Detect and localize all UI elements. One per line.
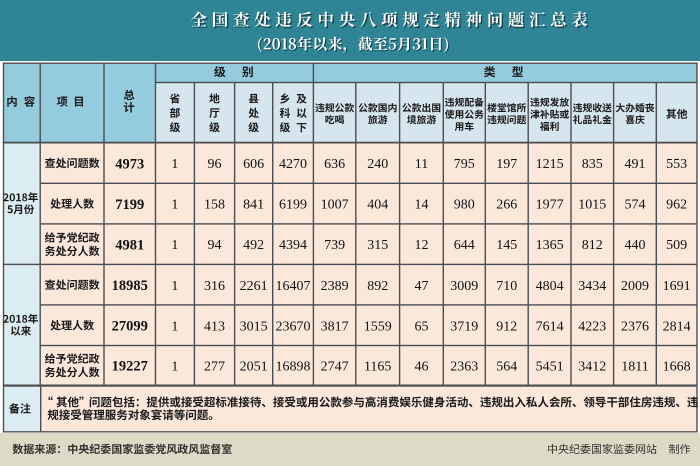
svg-text:18985: 18985: [112, 278, 148, 294]
svg-text:2747: 2747: [321, 359, 349, 374]
svg-text:1811: 1811: [621, 359, 648, 374]
svg-text:4394: 4394: [279, 238, 307, 253]
svg-text:404: 404: [367, 198, 388, 213]
svg-text:2363: 2363: [450, 359, 478, 374]
svg-text:197: 197: [496, 157, 517, 172]
svg-text:3817: 3817: [321, 319, 349, 334]
svg-text:7199: 7199: [115, 197, 144, 213]
svg-text:46: 46: [415, 359, 429, 374]
svg-text:4804: 4804: [536, 279, 564, 294]
svg-text:3434: 3434: [578, 279, 606, 294]
svg-text:7614: 7614: [536, 319, 564, 334]
svg-text:94: 94: [208, 238, 222, 253]
svg-text:96: 96: [208, 157, 222, 172]
svg-text:1165: 1165: [364, 359, 391, 374]
svg-text:5451: 5451: [536, 359, 564, 374]
svg-text:553: 553: [666, 157, 687, 172]
svg-text:835: 835: [582, 157, 603, 172]
svg-text:644: 644: [454, 238, 475, 253]
svg-text:47: 47: [415, 279, 429, 294]
svg-text:4223: 4223: [578, 319, 606, 334]
svg-text:316: 316: [204, 279, 225, 294]
svg-text:892: 892: [367, 279, 388, 294]
svg-text:1007: 1007: [321, 198, 349, 213]
svg-text:980: 980: [454, 198, 475, 213]
svg-text:4981: 4981: [115, 238, 144, 254]
svg-text:65: 65: [415, 319, 429, 334]
svg-text:3412: 3412: [578, 359, 606, 374]
svg-text:3719: 3719: [450, 319, 478, 334]
svg-text:23670: 23670: [276, 319, 311, 334]
svg-text:240: 240: [367, 157, 388, 172]
svg-text:413: 413: [204, 319, 225, 334]
svg-text:2009: 2009: [621, 279, 649, 294]
svg-text:509: 509: [666, 238, 687, 253]
svg-text:1691: 1691: [663, 279, 691, 294]
svg-text:636: 636: [324, 157, 345, 172]
svg-text:739: 739: [324, 238, 345, 253]
svg-text:1668: 1668: [663, 359, 691, 374]
svg-text:606: 606: [243, 157, 264, 172]
svg-text:315: 315: [367, 238, 388, 253]
svg-text:1: 1: [171, 279, 178, 294]
svg-text:145: 145: [496, 238, 517, 253]
svg-text:710: 710: [496, 279, 517, 294]
svg-text:491: 491: [625, 157, 646, 172]
svg-text:1: 1: [171, 319, 178, 334]
svg-text:12: 12: [415, 238, 429, 253]
svg-text:27099: 27099: [112, 319, 148, 335]
svg-text:795: 795: [454, 157, 475, 172]
svg-text:2261: 2261: [240, 279, 268, 294]
svg-text:1: 1: [171, 359, 178, 374]
svg-text:14: 14: [415, 198, 429, 213]
svg-text:1: 1: [171, 157, 178, 172]
svg-text:1365: 1365: [536, 238, 564, 253]
svg-text:1: 1: [171, 238, 178, 253]
svg-text:6199: 6199: [279, 198, 307, 213]
svg-text:4973: 4973: [115, 156, 144, 172]
svg-text:266: 266: [496, 198, 517, 213]
svg-text:4270: 4270: [279, 157, 307, 172]
svg-text:1559: 1559: [364, 319, 392, 334]
svg-text:2389: 2389: [321, 279, 349, 294]
svg-text:3009: 3009: [450, 279, 478, 294]
svg-text:1015: 1015: [578, 198, 606, 213]
svg-text:492: 492: [243, 238, 264, 253]
svg-text:841: 841: [243, 198, 264, 213]
svg-text:3015: 3015: [240, 319, 268, 334]
svg-text:16407: 16407: [276, 279, 311, 294]
svg-text:277: 277: [204, 359, 225, 374]
svg-text:564: 564: [496, 359, 517, 374]
svg-text:962: 962: [666, 198, 687, 213]
svg-text:912: 912: [496, 319, 517, 334]
svg-text:16898: 16898: [276, 359, 311, 374]
svg-text:19227: 19227: [112, 359, 148, 375]
svg-text:574: 574: [625, 198, 646, 213]
svg-text:2051: 2051: [240, 359, 268, 374]
svg-text:812: 812: [582, 238, 603, 253]
svg-text:1977: 1977: [536, 198, 564, 213]
svg-text:440: 440: [625, 238, 646, 253]
svg-text:1: 1: [171, 198, 178, 213]
svg-text:1215: 1215: [536, 157, 564, 172]
svg-text:11: 11: [415, 157, 428, 172]
svg-text:158: 158: [204, 198, 225, 213]
svg-text:2814: 2814: [663, 319, 691, 334]
svg-text:2376: 2376: [621, 319, 649, 334]
